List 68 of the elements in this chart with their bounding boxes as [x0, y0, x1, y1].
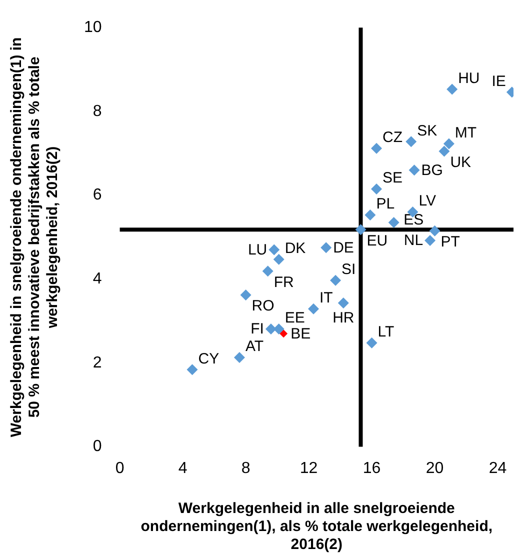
annotation: FI [250, 320, 264, 338]
y-tick-label: 8 [92, 102, 102, 120]
annotation: UK [450, 154, 472, 171]
annotation: SE [382, 170, 403, 187]
x-tick-label: 0 [115, 460, 124, 477]
point [338, 298, 349, 309]
point [388, 217, 400, 228]
annotation: RO [252, 298, 274, 315]
point [408, 164, 420, 176]
point [446, 84, 458, 95]
point [234, 352, 245, 364]
annotation: NL [404, 232, 424, 250]
y-tick-label: 2 [92, 354, 102, 372]
point [280, 330, 288, 338]
annotation: AT [245, 338, 264, 356]
point [438, 146, 450, 157]
annotation: BG [421, 162, 443, 179]
point [370, 183, 382, 194]
annotation: FR [274, 274, 294, 291]
annotation: LV [418, 192, 436, 210]
y-tick-label: 6 [92, 186, 102, 204]
annotation: CZ [382, 128, 402, 146]
x-tick-label: 4 [178, 460, 188, 477]
x-tick-label: 16 [362, 460, 381, 477]
annotation: DE [333, 239, 354, 256]
x-tick-label: 24 [488, 460, 507, 477]
y-tick-label: 4 [92, 270, 102, 288]
annotation: EE [284, 310, 305, 327]
annotation: PL [376, 196, 395, 213]
x-axis-title: Werkgelegenheid in alle snelgroeiende ondernemingen(1), als % totale werkgelegenheid, 2016(2) [140, 500, 493, 554]
annotation: BE [290, 325, 311, 342]
annotation: IT [320, 290, 333, 307]
annotation: HU [458, 70, 480, 87]
point [443, 138, 454, 150]
y-axis-title: Werkgelegenheid in snelgroeiende ondernemingen(1) in 50 % meest innovatieve bedrijfstakken als % totale werkgelegenheid, 2016(2) [8, 37, 62, 438]
x-tick-label: 20 [426, 460, 444, 477]
annotation: DK [284, 240, 306, 258]
point [370, 142, 382, 154]
annotation: MT [454, 124, 477, 142]
annotation: HR [332, 310, 354, 327]
point [265, 324, 276, 335]
point [424, 235, 436, 246]
annotation: ES [404, 211, 424, 228]
point [273, 254, 284, 265]
point [330, 274, 342, 286]
point [262, 266, 274, 277]
annotation: LT [378, 323, 394, 340]
point [268, 244, 280, 256]
x-tick-label: 12 [300, 460, 318, 477]
point [366, 337, 378, 348]
annotation: IE [492, 72, 506, 90]
annotation: CY [198, 350, 220, 368]
annotation: LU [248, 241, 268, 258]
point [186, 364, 198, 376]
point [406, 136, 417, 148]
x-tick-label: 8 [241, 460, 250, 477]
annotation: PT [440, 234, 460, 251]
point [429, 225, 440, 236]
point [308, 303, 319, 314]
annotation: SI [342, 261, 356, 278]
y-tick-label: 10 [84, 19, 102, 36]
annotation: SK [417, 122, 438, 140]
point [355, 224, 366, 236]
point [240, 290, 252, 301]
annotation: EU [366, 232, 388, 250]
point [320, 242, 332, 254]
y-tick-label: 0 [92, 438, 102, 456]
point [364, 209, 376, 220]
